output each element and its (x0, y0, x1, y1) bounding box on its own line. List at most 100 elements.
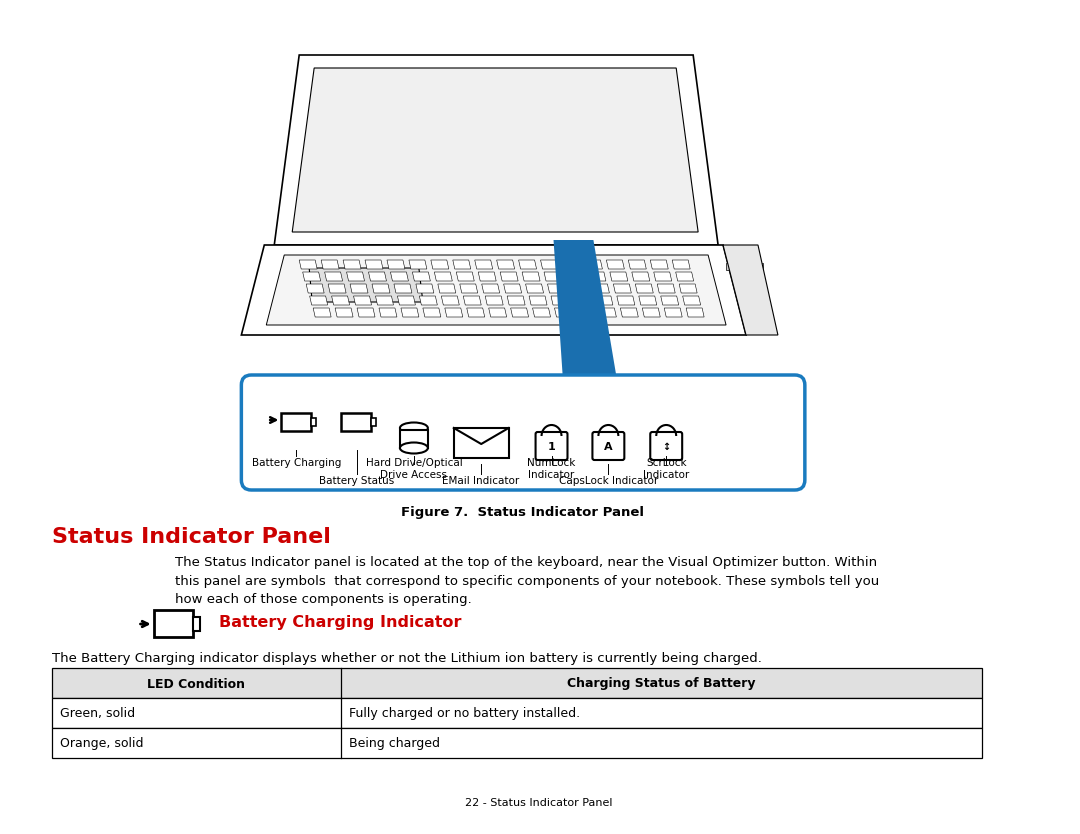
Polygon shape (554, 240, 619, 388)
Polygon shape (391, 272, 408, 281)
Polygon shape (635, 284, 653, 293)
Polygon shape (343, 260, 361, 269)
Polygon shape (409, 260, 427, 269)
Polygon shape (454, 428, 509, 458)
Polygon shape (453, 260, 471, 269)
Polygon shape (299, 260, 318, 269)
Polygon shape (638, 296, 657, 305)
Polygon shape (347, 272, 365, 281)
Bar (193, 617, 201, 631)
Bar (311, 418, 316, 426)
Polygon shape (387, 260, 405, 269)
Bar (52, 728, 983, 758)
Bar (281, 413, 311, 431)
Bar (52, 698, 983, 728)
Polygon shape (313, 308, 332, 317)
Polygon shape (423, 308, 441, 317)
Bar (153, 610, 193, 637)
Text: 1: 1 (548, 442, 555, 452)
Polygon shape (629, 260, 646, 269)
Bar (756, 263, 762, 270)
Polygon shape (661, 296, 678, 305)
Text: Battery Status: Battery Status (320, 476, 394, 486)
Polygon shape (610, 272, 627, 281)
Polygon shape (456, 272, 474, 281)
Ellipse shape (400, 423, 428, 434)
Polygon shape (437, 284, 456, 293)
Polygon shape (676, 272, 693, 281)
Polygon shape (643, 308, 660, 317)
Polygon shape (724, 245, 778, 335)
Polygon shape (497, 260, 515, 269)
Polygon shape (686, 308, 704, 317)
Bar (746, 263, 753, 270)
Polygon shape (598, 308, 617, 317)
Polygon shape (620, 308, 638, 317)
Text: Figure 7.  Status Indicator Panel: Figure 7. Status Indicator Panel (401, 506, 644, 519)
Polygon shape (577, 308, 594, 317)
Polygon shape (372, 284, 390, 293)
Bar (52, 668, 983, 698)
Polygon shape (309, 268, 423, 302)
Polygon shape (503, 284, 522, 293)
Polygon shape (584, 260, 603, 269)
Text: Battery Charging Indicator: Battery Charging Indicator (219, 615, 462, 630)
Bar (400, 430, 428, 448)
Polygon shape (365, 260, 383, 269)
Polygon shape (307, 284, 324, 293)
Polygon shape (511, 308, 528, 317)
Polygon shape (653, 272, 672, 281)
Text: The Status Indicator panel is located at the top of the keyboard, near the Visua: The Status Indicator panel is located at… (175, 556, 879, 606)
Polygon shape (488, 308, 507, 317)
Text: NumLock
Indicator: NumLock Indicator (527, 458, 576, 480)
Polygon shape (588, 272, 606, 281)
Text: ScrLock
Indicator: ScrLock Indicator (643, 458, 689, 480)
Polygon shape (419, 296, 437, 305)
Polygon shape (613, 284, 632, 293)
Text: Charging Status of Battery: Charging Status of Battery (567, 677, 756, 691)
Text: A: A (604, 442, 612, 452)
Text: The Battery Charging indicator displays whether or not the Lithium ion battery i: The Battery Charging indicator displays … (52, 652, 761, 665)
Polygon shape (431, 260, 449, 269)
Text: LED Condition: LED Condition (148, 677, 245, 691)
Bar (737, 263, 743, 270)
Text: Being charged: Being charged (349, 737, 440, 751)
Polygon shape (592, 284, 609, 293)
Polygon shape (529, 296, 548, 305)
Polygon shape (397, 296, 416, 305)
Polygon shape (650, 260, 669, 269)
Polygon shape (606, 260, 624, 269)
Polygon shape (541, 260, 558, 269)
Polygon shape (460, 284, 477, 293)
Polygon shape (563, 260, 580, 269)
Polygon shape (551, 296, 569, 305)
Polygon shape (683, 296, 701, 305)
Polygon shape (350, 284, 368, 293)
Polygon shape (664, 308, 683, 317)
Text: ↕: ↕ (662, 442, 671, 452)
Polygon shape (379, 308, 397, 317)
Polygon shape (566, 272, 584, 281)
Polygon shape (274, 55, 718, 245)
Polygon shape (478, 272, 496, 281)
Text: Hard Drive/Optical
Drive Access: Hard Drive/Optical Drive Access (365, 458, 462, 480)
Polygon shape (500, 272, 518, 281)
Polygon shape (310, 296, 327, 305)
Polygon shape (413, 272, 430, 281)
Polygon shape (368, 272, 387, 281)
Polygon shape (416, 284, 434, 293)
Text: Green, solid: Green, solid (59, 707, 135, 721)
Polygon shape (544, 272, 562, 281)
Polygon shape (508, 296, 525, 305)
FancyBboxPatch shape (241, 375, 805, 490)
Polygon shape (332, 296, 350, 305)
Polygon shape (335, 308, 353, 317)
Polygon shape (658, 284, 675, 293)
Polygon shape (302, 272, 321, 281)
Ellipse shape (400, 443, 428, 454)
Text: 22 - Status Indicator Panel: 22 - Status Indicator Panel (464, 798, 612, 808)
FancyBboxPatch shape (536, 432, 567, 460)
Bar (341, 413, 372, 431)
Polygon shape (321, 260, 339, 269)
Text: Battery Charging: Battery Charging (252, 458, 341, 468)
